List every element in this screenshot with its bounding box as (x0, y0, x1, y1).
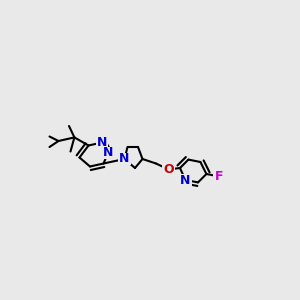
Text: N: N (119, 152, 130, 166)
Text: O: O (163, 163, 174, 176)
FancyBboxPatch shape (162, 164, 175, 175)
Text: N: N (180, 173, 190, 187)
FancyBboxPatch shape (213, 170, 225, 182)
FancyBboxPatch shape (102, 147, 114, 159)
Text: N: N (97, 136, 107, 149)
FancyBboxPatch shape (179, 174, 192, 186)
Text: F: F (215, 170, 223, 183)
Text: N: N (103, 146, 113, 160)
FancyBboxPatch shape (118, 153, 131, 165)
FancyBboxPatch shape (96, 136, 108, 148)
